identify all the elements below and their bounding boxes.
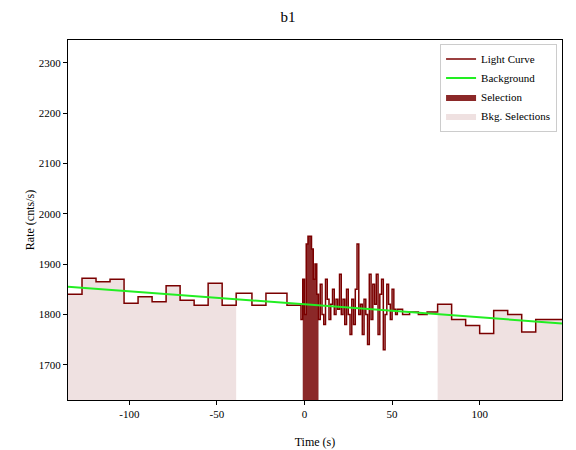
svg-text:2200: 2200 xyxy=(39,107,62,119)
svg-text:100: 100 xyxy=(471,408,488,420)
svg-text:50: 50 xyxy=(387,408,399,420)
svg-text:b1: b1 xyxy=(281,9,296,25)
svg-text:1900: 1900 xyxy=(39,258,62,270)
svg-text:-100: -100 xyxy=(119,408,140,420)
svg-text:Light Curve: Light Curve xyxy=(481,53,535,65)
svg-text:1800: 1800 xyxy=(39,308,62,320)
svg-text:-50: -50 xyxy=(210,408,225,420)
svg-text:Selection: Selection xyxy=(481,91,522,103)
svg-text:2100: 2100 xyxy=(39,157,62,169)
svg-text:Rate (cnts/s): Rate (cnts/s) xyxy=(23,190,37,250)
svg-text:Bkg. Selections: Bkg. Selections xyxy=(481,110,550,122)
svg-text:2000: 2000 xyxy=(39,208,62,220)
svg-text:Time (s): Time (s) xyxy=(295,435,336,449)
svg-text:1700: 1700 xyxy=(39,359,62,371)
svg-text:2300: 2300 xyxy=(39,57,62,69)
svg-text:0: 0 xyxy=(302,408,308,420)
svg-text:Background: Background xyxy=(481,72,535,84)
